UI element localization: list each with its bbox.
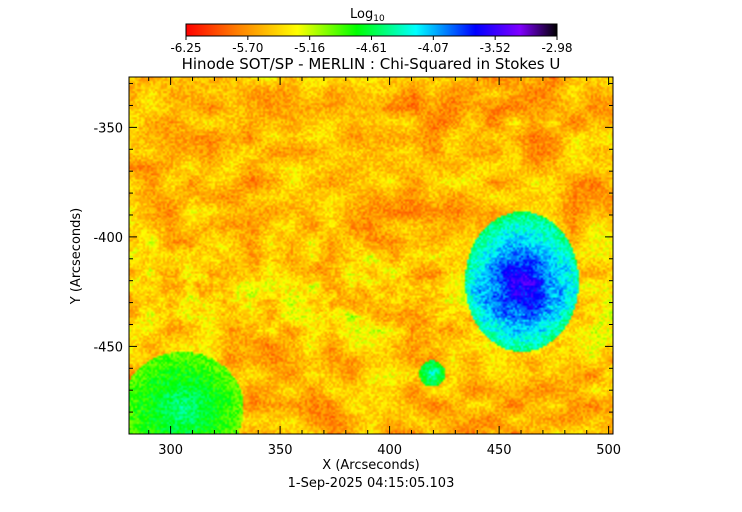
colorbar-tick-label: -4.61: [356, 41, 387, 55]
colorbar-tick-label: -5.16: [294, 41, 325, 55]
y-axis: -450 -400 -350: [93, 83, 613, 413]
y-tick-label: -450: [93, 340, 123, 355]
colorbar-tick-label: -3.52: [480, 41, 511, 55]
x-tick-label: 450: [487, 443, 512, 458]
x-tick-label: 500: [596, 443, 621, 458]
x-tick-label: 350: [268, 443, 293, 458]
x-axis: 300 350 400 450 500: [148, 77, 621, 458]
y-axis-label: Y (Arcseconds): [69, 208, 84, 305]
colorbar-tick-label: -6.25: [170, 41, 201, 55]
colorbar: [185, 23, 558, 37]
y-tick-label: -400: [93, 231, 123, 246]
heatmap-image: [129, 77, 613, 434]
y-tick-label: -350: [93, 121, 123, 136]
colorbar-tick-label: -5.70: [232, 41, 263, 55]
timestamp: 1-Sep-2025 04:15:05.103: [288, 476, 455, 491]
colorbar-ticks: -6.25 -5.70 -5.16 -4.61 -4.07 -3.52 -2.98: [170, 36, 573, 55]
x-axis-label: X (Arcseconds): [322, 458, 419, 473]
colorbar-label: Log10: [350, 7, 385, 24]
colorbar-tick-label: -2.98: [541, 41, 572, 55]
plot-frame: [128, 76, 614, 435]
x-tick-label: 300: [158, 443, 183, 458]
chart-title: Hinode SOT/SP - MERLIN : Chi-Squared in …: [182, 55, 561, 73]
x-tick-label: 400: [377, 443, 402, 458]
colorbar-tick-label: -4.07: [418, 41, 449, 55]
